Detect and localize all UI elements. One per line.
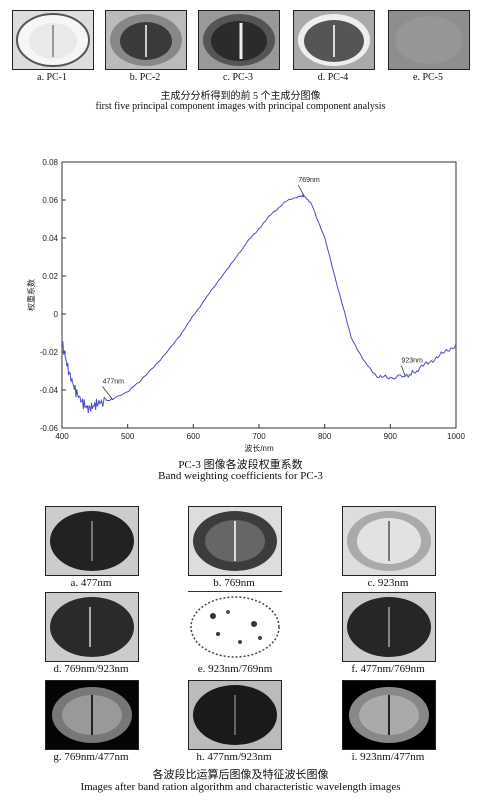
pc5-image [388,10,470,70]
x-tick-label: 600 [187,432,201,441]
pc4-label: d. PC-4 [317,72,349,83]
y-tick-label: 0.06 [42,196,58,205]
annotation-arrow [297,185,305,197]
panel-c-label: c. 923nm [367,577,409,589]
plot-frame [61,161,457,429]
panel-i-image [342,680,436,750]
x-tick-label: 900 [384,432,398,441]
pc3-label: c. PC-3 [223,72,253,83]
annotation-arrow [102,386,113,400]
panel-f-label: f. 477nm/769nm [351,663,425,675]
band-weight-chart: 400 500 600 700 800 900 1000 0.08 0.06 0.04 0.02 0 -… [26,158,465,453]
top-figure-caption-en: first five principal component images wi… [95,101,386,112]
panel-e-divider [188,591,282,592]
x-tick-label: 700 [252,432,266,441]
annotation-label: 477nm [103,379,125,386]
panel-g-image [45,680,139,750]
pc2-label: b. PC-2 [129,72,161,83]
pc1-label: a. PC-1 [37,72,67,83]
y-tick-label: -0.06 [40,424,59,433]
x-tick-label: 400 [55,432,69,441]
panel-a-image [45,506,139,576]
panel-d-label: d. 769nm/923nm [53,663,129,675]
y-tick-label: 0.02 [42,272,58,281]
pc3-image [198,10,280,70]
panel-h-label: h. 477nm/923nm [196,751,272,763]
series-line [61,194,457,414]
y-tick-label: -0.04 [40,386,59,395]
panel-e-image [188,594,282,660]
panel-e-label: e. 923nm/769nm [197,663,273,675]
pc2-image [105,10,187,70]
x-tick-label: 500 [121,432,135,441]
chart-caption-cn: PC-3 图像各波段权重系数 [178,459,303,471]
pc1-image [12,10,94,70]
bottom-figure-caption-cn: 各波段比运算后图像及特征波长图像 [152,769,329,781]
annotation-label: 769nm [298,177,320,184]
y-tick-label: 0.08 [42,158,58,167]
bottom-figure-caption-en: Images after band ration algorithm and c… [80,781,401,793]
panel-h-image [188,680,282,750]
y-axis-label: 权重系数 [26,279,36,311]
x-tick-label: 1000 [447,432,465,441]
panel-a-label: a. 477nm [70,577,112,589]
x-tick-label: 800 [318,432,332,441]
panel-b-image [188,506,282,576]
annotation-arrow [401,365,406,377]
chart-caption-en: Band weighting coefficients for PC-3 [158,470,323,482]
top-figure-caption-cn: 主成分分析得到的前 5 个主成分图像 [160,91,321,102]
panel-d-image [45,592,139,662]
y-tick-label: 0 [54,310,59,319]
pc5-label: e. PC-5 [413,72,443,83]
pc4-image [293,10,375,70]
panel-c-image [342,506,436,576]
x-axis-label: 波长/nm [244,443,274,453]
annotation-label: 923nm [401,358,423,365]
y-tick-label: 0.04 [42,234,58,243]
panel-b-label: b. 769nm [213,577,255,589]
y-tick-label: -0.02 [40,348,59,357]
panel-g-label: g. 769nm/477nm [53,751,129,763]
panel-i-label: i. 923nm/477nm [351,751,425,763]
panel-f-image [342,592,436,662]
